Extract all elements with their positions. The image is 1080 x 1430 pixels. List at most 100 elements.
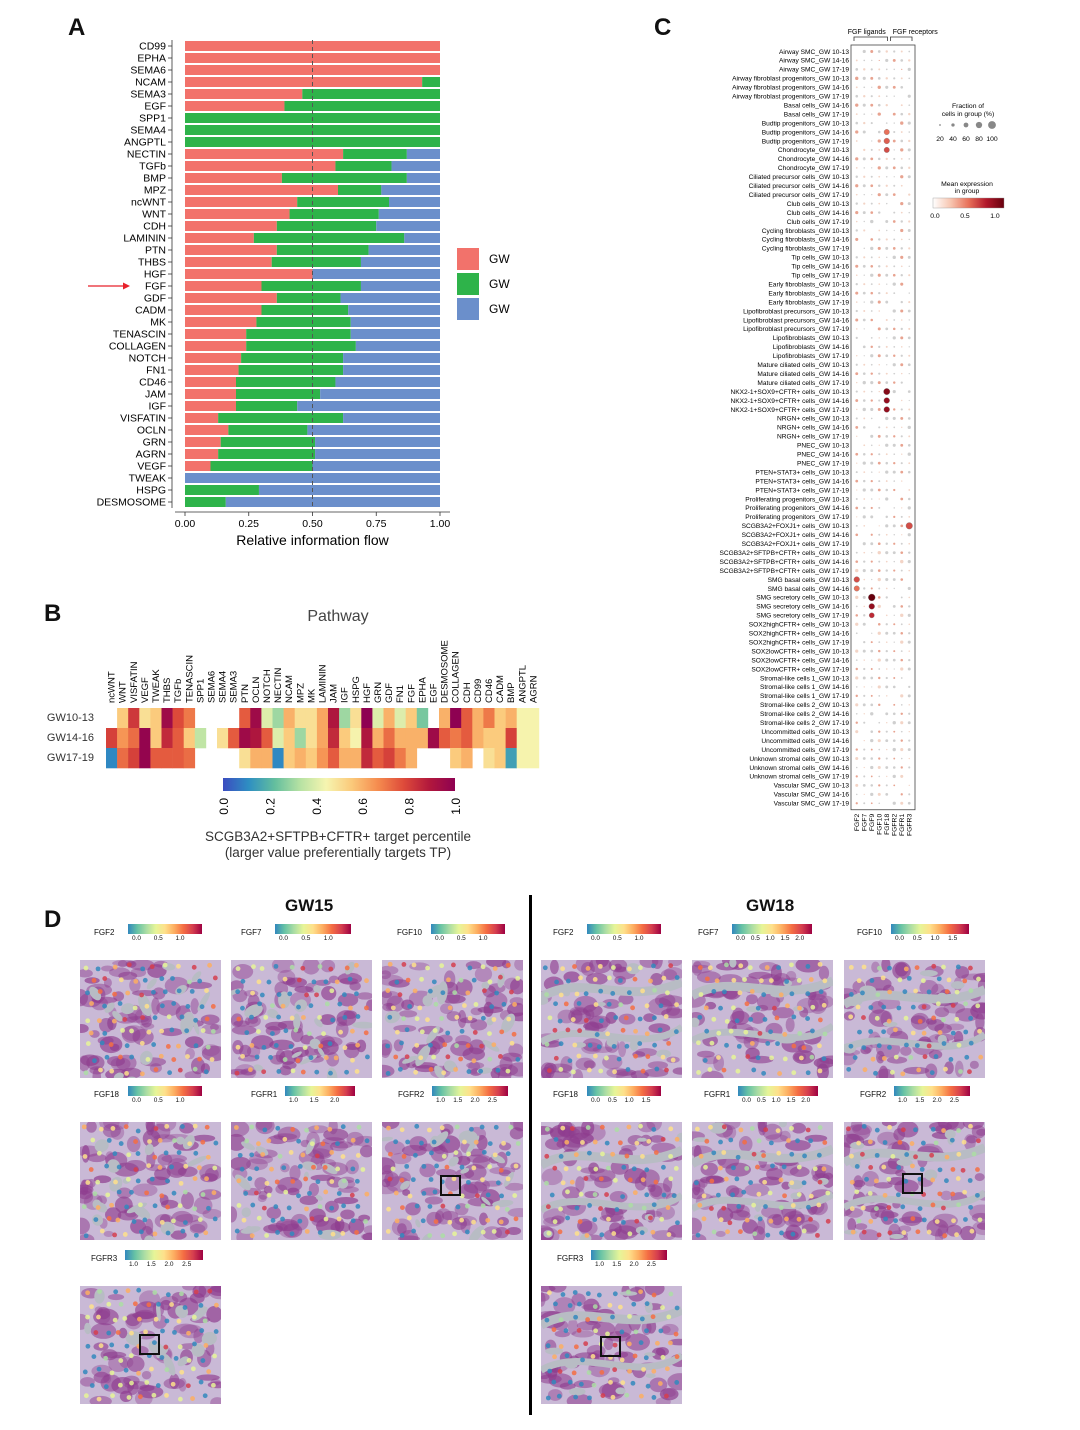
expression-spot xyxy=(860,1205,866,1211)
expression-spot xyxy=(775,1128,781,1134)
expression-spot xyxy=(475,1193,480,1199)
expression-spot xyxy=(273,963,279,969)
bar-BMP-series-0 xyxy=(185,173,282,183)
expression-spot xyxy=(314,1069,320,1075)
dotplot-dot xyxy=(907,694,911,698)
dotplot-dot xyxy=(892,774,896,779)
dotplot-dot xyxy=(863,686,865,688)
category-label-EPHA: EPHA xyxy=(137,53,166,65)
heatmap-cell-GW17-19-JAM xyxy=(328,748,340,769)
bar-OCLN-series-0 xyxy=(185,425,229,435)
bar-IGF-series-1 xyxy=(236,401,298,411)
expression-spot xyxy=(547,1368,553,1374)
bar-FN1-series-1 xyxy=(238,365,344,375)
expression-spot xyxy=(896,1005,902,1011)
dotplot-dot xyxy=(885,345,888,348)
dotplot-row-label: NKX2-1+SOX9+CFTR+ cells_GW 17-19 xyxy=(730,407,849,414)
tissue-texture xyxy=(581,1042,602,1054)
dotplot-dot xyxy=(885,453,888,456)
dotplot-dot xyxy=(893,381,896,384)
tissue-texture xyxy=(897,1122,919,1138)
expression-spot xyxy=(951,1218,956,1224)
dotplot-dot xyxy=(878,399,881,402)
expression-spot xyxy=(698,1153,704,1159)
expression-spot xyxy=(159,1193,165,1199)
dotplot-row-label: Unknown stromal cells_GW 10-13 xyxy=(749,756,849,763)
expression-spot xyxy=(586,1067,592,1073)
expression-spot xyxy=(563,1166,569,1172)
dotplot-dot xyxy=(908,247,911,250)
expression-spot xyxy=(882,1140,888,1145)
dotplot-dot xyxy=(900,336,904,340)
dotplot-dot xyxy=(855,497,858,500)
expression-spot xyxy=(887,1044,892,1050)
expression-spot xyxy=(473,1002,479,1007)
tissue-texture xyxy=(771,1214,783,1226)
heatmap-cell-GW10-13-HGF xyxy=(361,708,373,729)
dotplot-row-label: SOX2highCFTR+ cells_GW 17-19 xyxy=(749,639,850,646)
expression-spot xyxy=(576,1301,582,1307)
tissue-texture xyxy=(972,1220,985,1236)
expression-spot xyxy=(283,1189,289,1195)
tissue-texture xyxy=(310,1174,336,1182)
expression-spot xyxy=(122,1017,128,1022)
expression-spot xyxy=(941,1017,946,1023)
tissue-texture xyxy=(86,1122,97,1133)
expression-spot xyxy=(659,1216,665,1222)
tissue-texture xyxy=(206,1306,221,1323)
dotplot-dot xyxy=(863,659,865,661)
tissue-texture xyxy=(474,966,493,983)
expression-spot xyxy=(202,1318,208,1324)
expression-spot xyxy=(613,1177,618,1183)
expression-spot xyxy=(605,1165,611,1171)
expression-spot xyxy=(915,1229,921,1235)
expression-spot xyxy=(558,1153,564,1159)
tissue-texture xyxy=(871,961,880,973)
dotplot-dot xyxy=(885,327,889,331)
expression-spot xyxy=(887,1230,893,1236)
expression-spot xyxy=(250,1202,256,1208)
expression-spot xyxy=(165,1178,170,1184)
heatmap-cell-GW17-19-NECTIN xyxy=(272,748,284,769)
expression-spot xyxy=(385,1043,391,1049)
expression-spot xyxy=(112,964,118,970)
dotplot-dot xyxy=(892,112,896,116)
dotplot-dot xyxy=(855,417,858,420)
tissue-map-FGF7 xyxy=(692,960,833,1078)
tissue-texture xyxy=(692,1186,705,1200)
expression-spot xyxy=(344,965,350,971)
expression-spot xyxy=(578,1381,584,1387)
expression-spot xyxy=(757,1216,763,1222)
expression-spot xyxy=(571,1370,577,1376)
dotplot-dot xyxy=(855,730,859,734)
expression-spot xyxy=(868,1219,874,1224)
dotplot-dot xyxy=(878,68,881,71)
expression-spot xyxy=(236,1203,242,1208)
colorbar-gradient xyxy=(128,924,202,934)
expression-spot xyxy=(868,1164,874,1170)
dotplot-row-label: Mature ciliated cells_GW 17-19 xyxy=(757,380,849,387)
dotplot-dot xyxy=(863,614,866,617)
expression-spot xyxy=(956,1042,962,1048)
bar-CD46-series-0 xyxy=(185,377,236,387)
expression-spot xyxy=(545,1204,551,1210)
colorbar-tick: 1.0 xyxy=(436,1097,446,1104)
expression-spot xyxy=(604,1140,610,1146)
dotplot-dot xyxy=(856,408,858,411)
expression-spot xyxy=(355,1014,361,1019)
expression-spot xyxy=(765,1041,771,1046)
expression-spot xyxy=(364,1191,370,1197)
expression-spot xyxy=(341,1178,347,1184)
expression-spot xyxy=(664,1067,669,1073)
expression-spot xyxy=(870,1056,876,1062)
dotplot-dot xyxy=(868,603,875,610)
dotplot-row-label: NKX2-1+SOX9+CFTR+ cells_GW 14-16 xyxy=(730,398,849,405)
expression-spot xyxy=(903,1015,909,1021)
expression-spot xyxy=(110,1393,115,1399)
expression-spot xyxy=(652,1015,657,1021)
dotplot-row-label: Airway SMC_GW 14-16 xyxy=(779,58,849,65)
dotplot-row-label: Club cells_GW 17-19 xyxy=(787,219,850,226)
size-legend-tick: 60 xyxy=(962,136,970,143)
dotplot-dot xyxy=(907,667,911,671)
expression-spot xyxy=(560,1292,566,1297)
